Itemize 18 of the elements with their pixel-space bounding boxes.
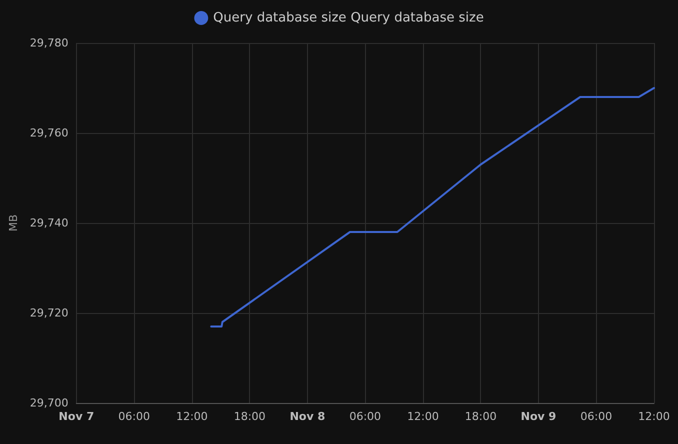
x-tick-label: 12:00	[176, 410, 208, 423]
y-tick-label: 29,700	[30, 396, 68, 410]
x-tick-label: Nov 9	[520, 410, 556, 423]
x-tick-label: 18:00	[464, 410, 497, 423]
x-tick-label: 06:00	[349, 410, 382, 423]
x-tick-label: 18:00	[234, 410, 266, 423]
x-tick-label: Nov 7	[58, 410, 94, 423]
y-tick-label: 29,740	[30, 216, 68, 230]
x-tick-label: 12:00	[407, 410, 439, 423]
legend-label: Query database size Query database size	[213, 10, 484, 26]
y-axis-title: MB	[7, 214, 20, 232]
x-tick-label: 06:00	[580, 410, 612, 423]
y-tick-label: 29,760	[30, 126, 68, 140]
x-tick-label: 06:00	[118, 410, 150, 423]
x-tick-label: 12:00	[638, 410, 670, 423]
x-tick-label: Nov 8	[290, 410, 326, 423]
y-tick-label: 29,720	[30, 306, 68, 320]
y-tick-label: 29,780	[30, 36, 68, 50]
